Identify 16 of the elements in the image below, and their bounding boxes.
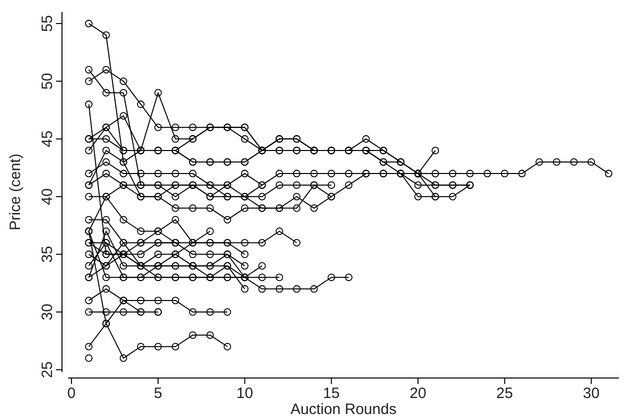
y-tick-label: 50 <box>39 72 56 90</box>
x-tick-label: 20 <box>410 385 426 402</box>
x-tick-label: 15 <box>323 385 340 402</box>
y-tick-label: 45 <box>39 130 56 148</box>
x-tick-label: 30 <box>582 385 600 402</box>
y-tick-label: 55 <box>39 15 56 32</box>
y-tick-label: 25 <box>39 361 56 378</box>
x-tick-label: 10 <box>236 385 254 402</box>
y-tick-label: 35 <box>39 246 56 263</box>
x-axis-title: Auction Rounds <box>290 401 396 418</box>
y-axis-title: Price (cent) <box>7 154 24 230</box>
y-tick-label: 30 <box>39 304 56 320</box>
x-tick-label: 0 <box>67 385 76 402</box>
x-tick-label: 5 <box>154 385 162 402</box>
y-tick-label: 40 <box>39 188 56 205</box>
x-tick-label: 25 <box>496 385 513 402</box>
